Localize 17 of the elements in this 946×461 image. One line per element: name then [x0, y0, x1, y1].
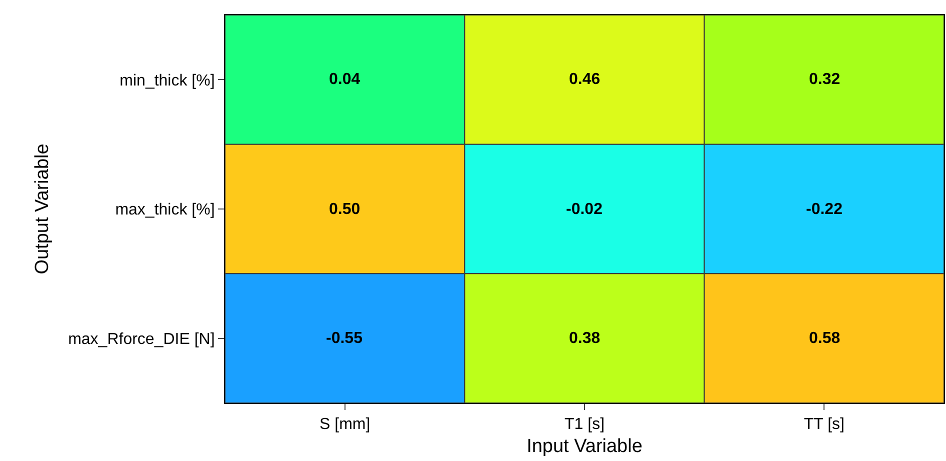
y-tick-label: max_Rforce_DIE [N] [68, 330, 215, 348]
data-label: 0.04 [329, 71, 360, 88]
data-label: -0.02 [566, 201, 603, 218]
data-label: -0.55 [326, 330, 363, 347]
x-tick-label: T1 [s] [564, 416, 605, 434]
data-label: 0.50 [329, 201, 360, 218]
y-axis-title: Output Variable [32, 144, 53, 274]
y-tick-label: min_thick [%] [120, 72, 215, 90]
data-label: 0.32 [809, 71, 840, 88]
x-tick-label: S [mm] [319, 416, 370, 434]
y-tick-label: max_thick [%] [115, 202, 215, 219]
data-label: 0.38 [569, 330, 600, 347]
data-label: 0.58 [809, 330, 840, 347]
x-tick-label: TT [s] [804, 416, 844, 434]
data-label: -0.22 [806, 201, 843, 218]
data-label: 0.46 [569, 71, 600, 88]
x-axis-title: Input Variable [526, 436, 642, 457]
